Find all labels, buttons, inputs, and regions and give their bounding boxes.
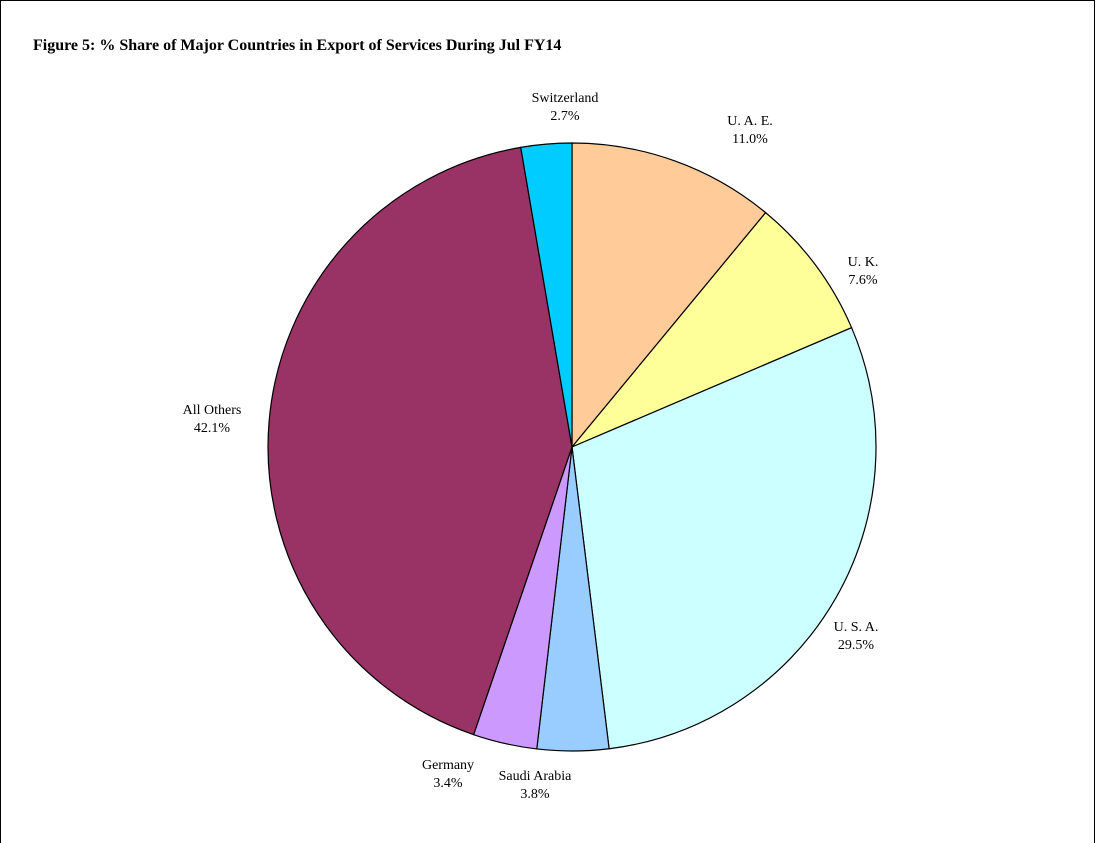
pie-slice-u-a-e <box>571 142 767 449</box>
slice-label: All Others <box>183 403 242 418</box>
pie-slice-switzerland <box>520 142 573 448</box>
slice-label: U. A. E. <box>727 114 773 129</box>
pie-slice-all-others <box>267 146 573 736</box>
slice-label: Saudi Arabia <box>499 769 572 784</box>
slice-label: Germany <box>422 758 474 773</box>
slice-value-label: 3.8% <box>520 787 550 802</box>
slice-value-label: 11.0% <box>732 132 768 147</box>
chart-title: Figure 5: % Share of Major Countries in … <box>33 37 562 54</box>
slice-value-label: 29.5% <box>838 638 875 653</box>
slice-label: U. S. A. <box>834 620 879 635</box>
slice-value-label: 7.6% <box>848 273 878 288</box>
slice-value-label: 2.7% <box>550 109 580 124</box>
pie-slice-u-s-a <box>571 326 877 750</box>
slice-label: Switzerland <box>532 91 599 106</box>
pie-slice-u-k <box>571 211 853 448</box>
slice-value-label: 3.4% <box>433 776 463 791</box>
slice-value-label: 42.1% <box>194 421 231 436</box>
slice-label: U. K. <box>848 255 879 270</box>
